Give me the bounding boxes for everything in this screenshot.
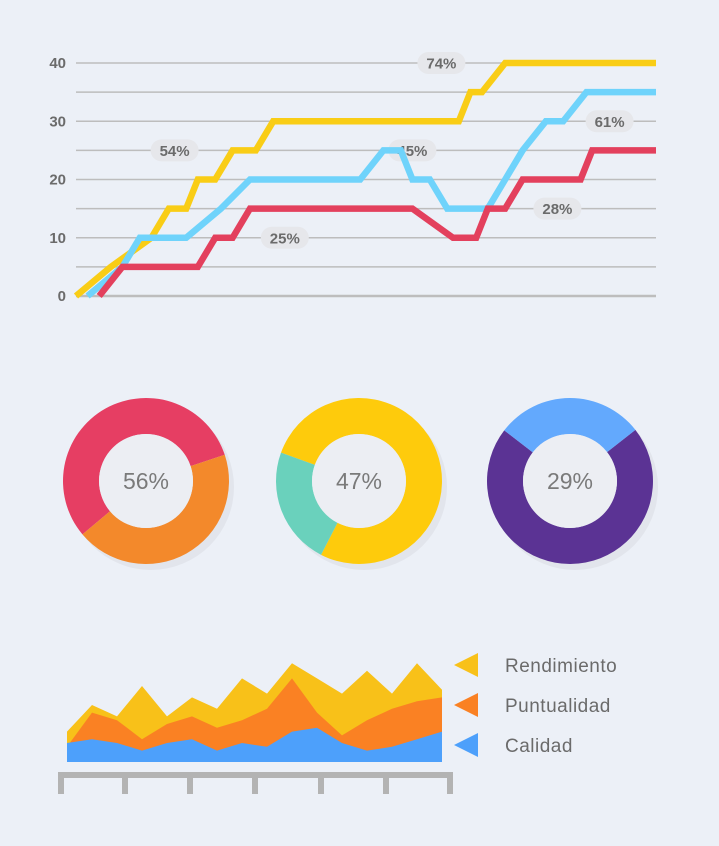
value-label-pill	[150, 139, 199, 162]
area-series-2	[67, 678, 442, 762]
line-series-3	[96, 147, 656, 299]
legend-label: Calidad	[505, 736, 573, 757]
donut-slice-2	[276, 452, 338, 555]
donut-slice-2	[82, 454, 230, 564]
donut-slice-2	[504, 397, 636, 453]
donut-slice-1	[487, 429, 653, 564]
value-label: 28%	[542, 201, 572, 218]
donut-hole	[99, 434, 193, 528]
donut-chart-1: 56%	[63, 398, 234, 570]
legend-marker	[454, 693, 478, 717]
donut-hole	[523, 434, 617, 528]
legend-marker	[454, 653, 478, 677]
y-tick-label: 20	[49, 172, 66, 189]
x-axis-tick	[187, 772, 193, 794]
donut-center-label: 47%	[336, 468, 382, 494]
x-axis-tick	[383, 772, 389, 794]
x-axis-tick	[318, 772, 324, 794]
y-tick-label: 0	[58, 288, 66, 305]
donut-slice-1	[63, 398, 225, 535]
donut-center-label: 29%	[547, 468, 593, 494]
value-label-pill	[260, 226, 309, 249]
donut-chart-2: 47%	[276, 397, 447, 570]
donut-center-label: 56%	[123, 468, 169, 494]
legend-marker	[454, 733, 478, 757]
donut-slice-1	[281, 397, 443, 564]
area-series-3	[67, 727, 442, 762]
y-tick-label: 40	[49, 55, 66, 72]
value-label-pill	[533, 197, 582, 220]
donut-charts: 56% 47% 29%	[63, 397, 658, 570]
x-axis-tick	[252, 772, 258, 794]
value-label: 74%	[426, 56, 456, 73]
line-series-1	[73, 59, 656, 299]
value-label: 25%	[270, 230, 300, 247]
y-tick-label: 10	[49, 230, 66, 247]
y-tick-label: 30	[49, 113, 66, 130]
x-axis-tick	[122, 772, 128, 794]
donut-hole	[312, 434, 406, 528]
x-axis-tick	[58, 772, 64, 794]
value-label: 54%	[160, 143, 190, 160]
donut-chart-3: 29%	[487, 397, 658, 570]
value-label-pill	[585, 110, 634, 133]
area-chart: Rendimiento Puntualidad Calidad	[58, 653, 617, 794]
value-label: 61%	[595, 114, 625, 131]
legend-label: Puntualidad	[505, 696, 611, 717]
line-series-2	[85, 88, 656, 299]
value-label-pill	[417, 52, 466, 74]
legend-label: Rendimiento	[505, 656, 617, 677]
x-axis-tick	[447, 772, 453, 794]
